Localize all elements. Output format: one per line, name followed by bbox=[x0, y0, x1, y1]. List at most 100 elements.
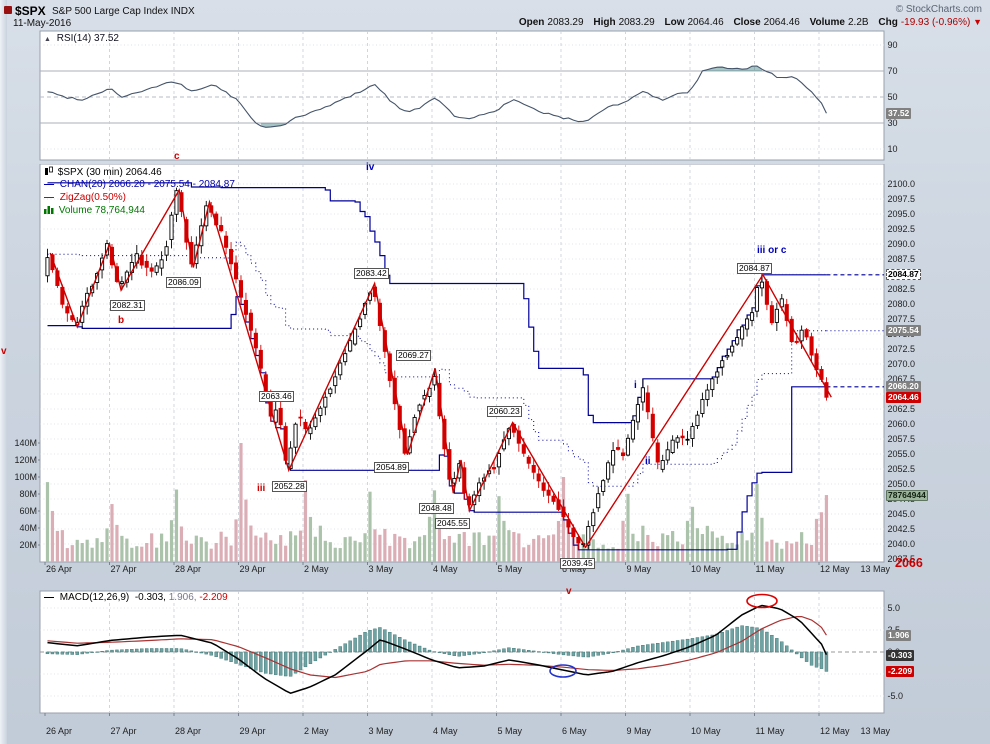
svg-text:3 May: 3 May bbox=[369, 726, 394, 736]
price-annotation: 2045.55 bbox=[435, 518, 470, 529]
candlestick-icon bbox=[45, 166, 53, 175]
open-label: Open bbox=[518, 17, 545, 28]
spx-legend-text: $SPX (30 min) 2064.46 bbox=[57, 167, 162, 178]
svg-text:60M: 60M bbox=[19, 506, 37, 516]
channel-middle-badge: 2075.54 bbox=[886, 325, 921, 336]
svg-text:-5.0: -5.0 bbox=[888, 691, 904, 701]
svg-text:2067.5: 2067.5 bbox=[888, 374, 916, 384]
svg-text:2090.0: 2090.0 bbox=[888, 239, 916, 249]
macd-legend: — MACD(12,26,9) -0.303, 1.906, -2.209 bbox=[44, 592, 228, 603]
svg-text:2052.5: 2052.5 bbox=[888, 464, 916, 474]
volume-bars-icon bbox=[44, 206, 54, 214]
svg-text:11 May: 11 May bbox=[756, 726, 785, 736]
svg-text:29 Apr: 29 Apr bbox=[240, 564, 266, 574]
svg-text:2 May: 2 May bbox=[304, 564, 329, 574]
svg-text:5 May: 5 May bbox=[498, 564, 523, 574]
svg-text:100M: 100M bbox=[14, 472, 37, 482]
svg-text:2 May: 2 May bbox=[304, 726, 329, 736]
svg-text:140M: 140M bbox=[14, 438, 37, 448]
volume-value-badge: 78764944 bbox=[886, 490, 928, 501]
svg-text:30: 30 bbox=[888, 118, 898, 128]
volume-legend-text: Volume 78,764,944 bbox=[58, 205, 145, 216]
svg-text:26 Apr: 26 Apr bbox=[46, 564, 72, 574]
rsi-chart: 90 70 50 30 10 bbox=[39, 30, 898, 161]
open-value: 2083.29 bbox=[547, 17, 584, 28]
svg-text:2097.5: 2097.5 bbox=[888, 194, 916, 204]
chart-type-icon bbox=[4, 6, 12, 14]
zigzag-line-swatch: — bbox=[44, 192, 54, 203]
svg-text:10 May: 10 May bbox=[691, 564, 721, 574]
close-value: 2064.46 bbox=[763, 17, 800, 28]
svg-text:28 Apr: 28 Apr bbox=[175, 564, 201, 574]
volume-label: Volume bbox=[809, 17, 845, 28]
macd-line-badge: -0.303 bbox=[886, 650, 915, 661]
svg-text:5.0: 5.0 bbox=[888, 603, 901, 613]
high-value: 2083.29 bbox=[618, 17, 655, 28]
high-label: High bbox=[593, 17, 616, 28]
spx-legend: $SPX (30 min) 2064.46 bbox=[44, 166, 162, 178]
svg-text:70: 70 bbox=[888, 66, 898, 76]
svg-text:3 May: 3 May bbox=[369, 564, 394, 574]
svg-text:11 May: 11 May bbox=[756, 564, 785, 574]
svg-text:26 Apr: 26 Apr bbox=[46, 726, 72, 736]
macd-line-swatch: — bbox=[44, 592, 54, 603]
price-annotation: 2039.45 bbox=[560, 558, 595, 569]
macd-hist-badge: -2.209 bbox=[886, 666, 915, 677]
quote-bar: Open 2083.29 High 2083.29 Low 2064.46 Close… bbox=[512, 17, 982, 28]
chan-legend-text: CHAN(20) 2066.20 - 2075.54 - 2084.87 bbox=[59, 179, 235, 190]
svg-text:2050.0: 2050.0 bbox=[888, 479, 916, 489]
svg-text:2040.0: 2040.0 bbox=[888, 539, 916, 549]
wave-label: v bbox=[1, 346, 7, 357]
down-arrow-icon: ▼ bbox=[973, 17, 982, 27]
symbol-name: S&P 500 Large Cap Index INDX bbox=[52, 6, 195, 17]
source-credit: © StockCharts.com bbox=[895, 4, 982, 15]
svg-text:27 Apr: 27 Apr bbox=[111, 564, 137, 574]
svg-text:40M: 40M bbox=[19, 523, 37, 533]
zigzag-legend: — ZigZag(0.50%) bbox=[44, 192, 126, 203]
low-label: Low bbox=[664, 17, 685, 28]
svg-text:2072.5: 2072.5 bbox=[888, 344, 916, 354]
svg-text:80M: 80M bbox=[19, 489, 37, 499]
macd-signal-badge: 1.906 bbox=[886, 630, 912, 641]
rsi-legend: ▲ RSI(14) 37.52 bbox=[44, 33, 119, 44]
price-annotation: 2069.27 bbox=[396, 350, 431, 361]
wave-label: ii bbox=[645, 456, 651, 467]
svg-text:2037.5: 2037.5 bbox=[888, 554, 916, 564]
signal-value: 1.906, bbox=[168, 592, 197, 603]
svg-text:2095.0: 2095.0 bbox=[888, 209, 916, 219]
svg-text:2042.5: 2042.5 bbox=[888, 524, 916, 534]
price-annotation: 2084.87 bbox=[737, 263, 772, 274]
svg-text:2057.5: 2057.5 bbox=[888, 434, 916, 444]
svg-text:9 May: 9 May bbox=[627, 726, 652, 736]
volume-legend: Volume 78,764,944 bbox=[44, 205, 145, 216]
macd-legend-name: MACD(12,26,9) bbox=[59, 592, 130, 603]
svg-text:27 Apr: 27 Apr bbox=[111, 726, 137, 736]
channel-upper-badge: 2084.87 bbox=[886, 269, 921, 280]
svg-text:10: 10 bbox=[888, 144, 898, 154]
svg-text:9 May: 9 May bbox=[627, 564, 652, 574]
symbol: $SPX bbox=[15, 4, 46, 18]
wave-label: iv bbox=[366, 162, 375, 173]
svg-text:29 Apr: 29 Apr bbox=[240, 726, 266, 736]
svg-text:2077.5: 2077.5 bbox=[888, 314, 916, 324]
price-annotation: 2082.31 bbox=[110, 300, 145, 311]
volume-value: 2.2B bbox=[848, 17, 869, 28]
wave-label: i bbox=[634, 380, 637, 391]
svg-text:13 May: 13 May bbox=[860, 726, 890, 736]
svg-text:6 May: 6 May bbox=[562, 564, 587, 574]
svg-text:2080.0: 2080.0 bbox=[888, 299, 916, 309]
price-chart: 2037.52040.02042.52045.02047.52050.02052… bbox=[14, 164, 916, 574]
chan-line-swatch: — bbox=[44, 179, 54, 190]
rounded-last-price: 2066 bbox=[895, 556, 923, 570]
price-annotation: 2054.89 bbox=[374, 462, 409, 473]
rsi-legend-text: RSI(14) 37.52 bbox=[56, 33, 119, 44]
chg-label: Chg bbox=[878, 17, 898, 28]
svg-text:2087.5: 2087.5 bbox=[888, 254, 916, 264]
price-annotation: 2048.48 bbox=[419, 503, 454, 514]
svg-text:12 May: 12 May bbox=[820, 726, 850, 736]
svg-text:90: 90 bbox=[888, 40, 898, 50]
macd-value: -0.303, bbox=[134, 592, 166, 603]
chg-value: -19.93 (-0.96%) bbox=[900, 17, 971, 28]
svg-text:2100.0: 2100.0 bbox=[888, 179, 916, 189]
